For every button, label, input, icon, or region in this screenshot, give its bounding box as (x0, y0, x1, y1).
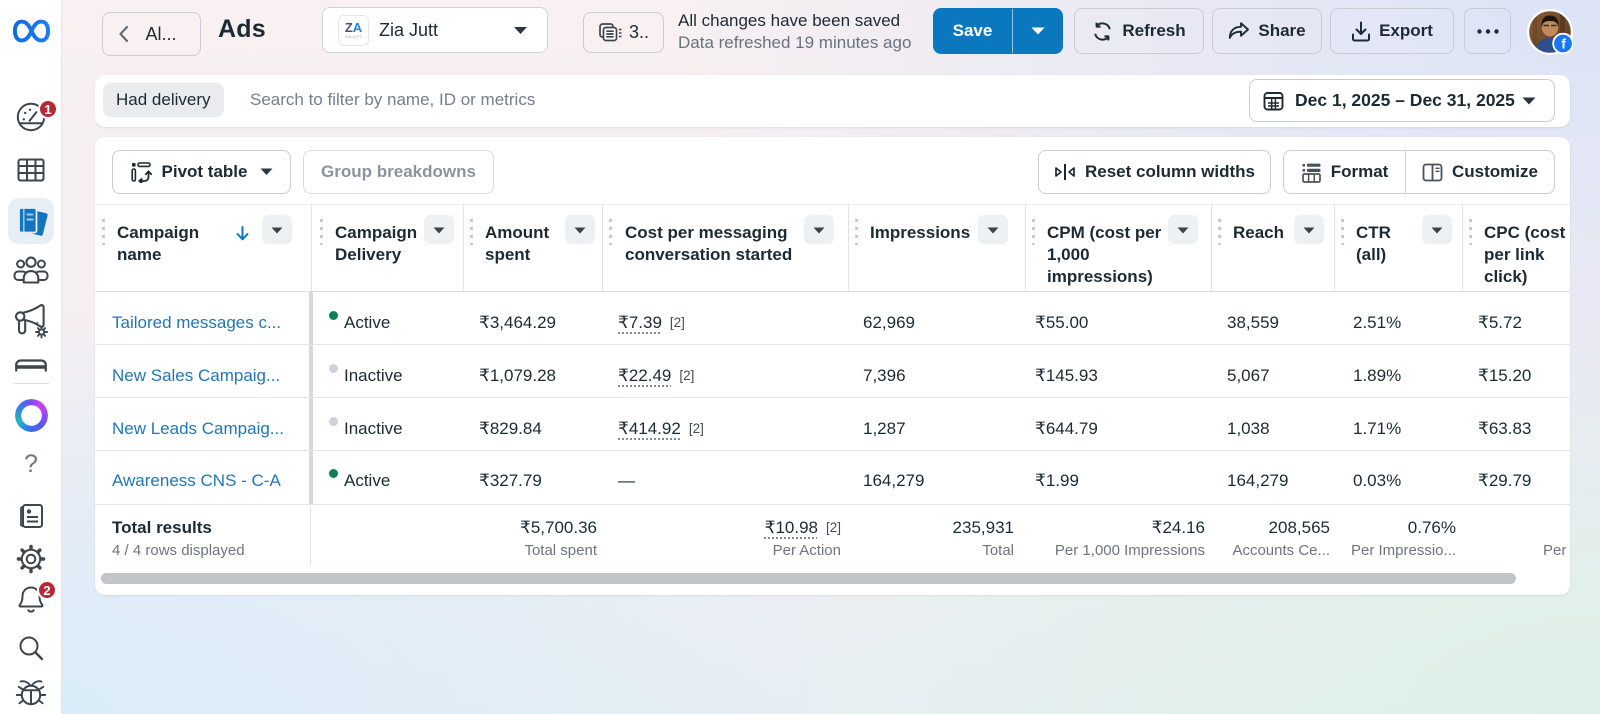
svg-text:f: f (1561, 36, 1566, 52)
